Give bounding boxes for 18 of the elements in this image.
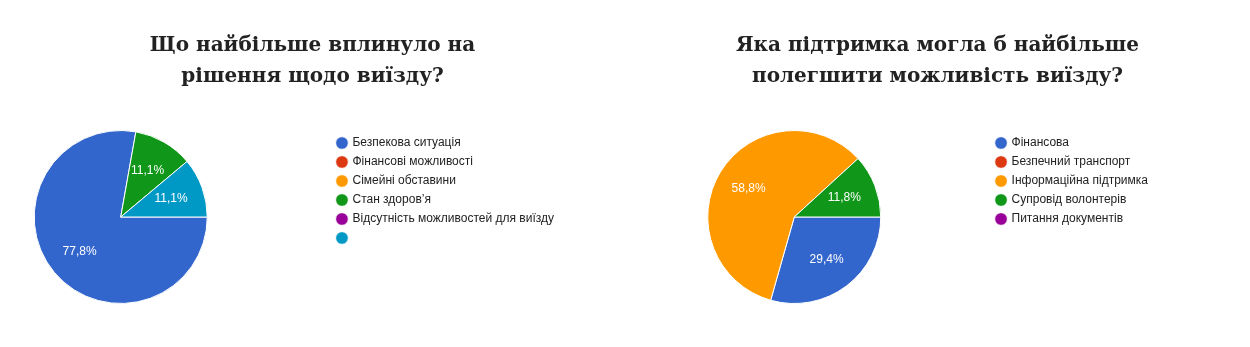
legend-label: Сімейні обставини: [352, 173, 456, 188]
data-label: 11,1%: [131, 162, 165, 177]
legend-label: Фінансова: [1011, 135, 1070, 150]
data-label: 77,8%: [62, 243, 97, 258]
legend-label: Інформаційна підтримка: [1011, 173, 1149, 188]
legend-label: Стан здоров’я: [352, 192, 431, 207]
legend-label: Безпекова ситуація: [352, 135, 461, 150]
chart-title: Яка підтримка могла б найбільше полегшити можливість виїзду?: [734, 31, 1141, 89]
chart-title: Що найбільше вплинуло на рішення щодо виїзду?: [148, 31, 477, 89]
legend-label: Супровід волонтерів: [1011, 192, 1127, 207]
legend-label: Безпечний транспорт: [1011, 154, 1131, 169]
legend-label: Фінансові можливості: [352, 154, 473, 169]
data-label: 58,8%: [731, 181, 766, 196]
data-label: 29,4%: [809, 252, 844, 267]
data-label: 11,8%: [827, 189, 862, 204]
legend-label: Відсутність можливостей для виїзду: [352, 211, 555, 226]
data-label: 11,1%: [154, 190, 189, 205]
legend-label: Питання документів: [1011, 211, 1124, 226]
